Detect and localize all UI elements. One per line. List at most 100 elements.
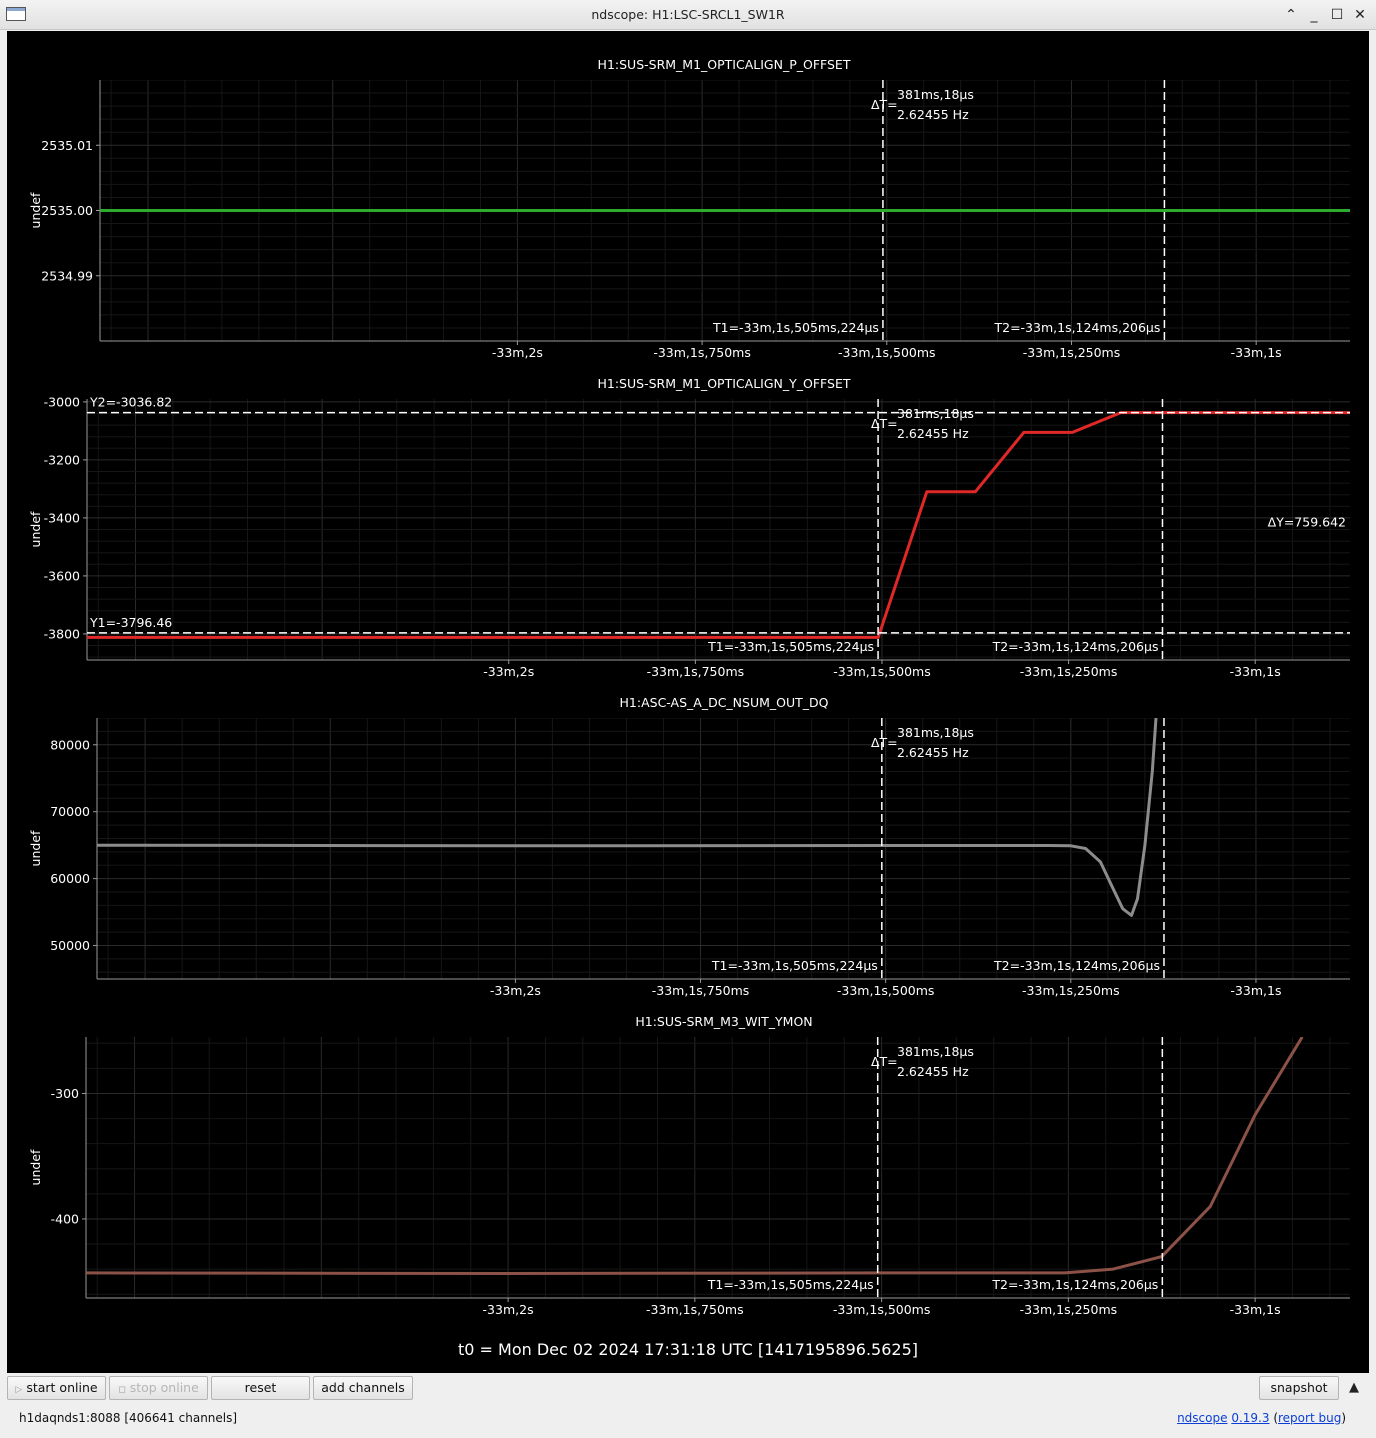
y1-cursor-label: Y1=-3796.46	[89, 615, 172, 630]
y-axis-label: undef	[28, 192, 43, 228]
version-links: ndscope 0.19.3 (report bug)	[1177, 1411, 1346, 1425]
x-tick-label: -33m,1s,250ms	[1022, 983, 1120, 998]
y2-cursor-label: Y2=-3036.82	[89, 395, 172, 410]
t0-label: t0 = Mon Dec 02 2024 17:31:18 UTC [14171…	[458, 1340, 918, 1359]
grid-lines	[86, 1037, 1350, 1298]
y-tick-label: -3400	[44, 510, 80, 525]
add-channels-button[interactable]: add channels	[313, 1376, 413, 1400]
plot-canvas[interactable]	[7, 31, 1369, 1373]
y-axis-label: undef	[28, 1149, 43, 1185]
grid-lines	[97, 718, 1350, 979]
y-tick-label: -3200	[44, 452, 80, 467]
y-tick-label: -3600	[44, 568, 80, 583]
report-bug-link[interactable]: report bug	[1278, 1411, 1342, 1425]
delta-freq-value: 2.62455 Hz	[897, 1064, 969, 1079]
x-tick-label: -33m,1s	[1231, 345, 1282, 360]
y-tick-label: 80000	[50, 737, 90, 752]
plot-area[interactable]: H1:SUS-SRM_M1_OPTICALIGN_P_OFFSETundef25…	[0, 0, 1376, 1340]
y-tick-label: -400	[51, 1211, 79, 1226]
x-tick-label: -33m,1s,250ms	[1020, 1302, 1118, 1317]
t1-cursor-label: T1=-33m,1s,505ms,224µs	[707, 639, 874, 654]
delta-freq-value: 2.62455 Hz	[897, 426, 969, 441]
version-link[interactable]: 0.19.3	[1231, 1411, 1270, 1425]
x-tick-label: -33m,1s,500ms	[833, 1302, 931, 1317]
play-icon: ▷	[15, 1385, 23, 1395]
t2-cursor-label: T2=-33m,1s,124ms,206µs	[993, 320, 1160, 335]
series-line	[86, 1037, 1304, 1275]
delta-t-label: ΔT=	[871, 735, 898, 750]
y-axis-label: undef	[28, 830, 43, 866]
x-tick-label: -33m,1s,750ms	[646, 1302, 744, 1317]
y-tick-label: 70000	[50, 804, 90, 819]
x-tick-label: -33m,1s	[1230, 664, 1281, 679]
stop-online-button[interactable]: ◻ stop online	[109, 1376, 208, 1400]
plot-title: H1:SUS-SRM_M1_OPTICALIGN_P_OFFSET	[598, 57, 851, 72]
maximize-icon[interactable]: ☐	[1330, 7, 1344, 23]
delta-t-value: 381ms,18µs	[897, 1044, 974, 1059]
plot-title: H1:SUS-SRM_M3_WIT_YMON	[635, 1014, 812, 1029]
collapse-up-icon[interactable]: ▲	[1349, 1380, 1359, 1395]
server-status: h1daqnds1:8088 [406641 channels]	[19, 1411, 238, 1425]
y-tick-label: 2535.00	[41, 203, 93, 218]
delta-t-value: 381ms,18µs	[897, 87, 974, 102]
x-tick-label: -33m,1s,500ms	[837, 983, 935, 998]
series-line	[87, 411, 1350, 639]
t2-cursor-label: T2=-33m,1s,124ms,206µs	[991, 1277, 1158, 1292]
reset-button[interactable]: reset	[211, 1376, 310, 1400]
y-tick-label: 2535.01	[41, 138, 93, 153]
x-tick-label: -33m,1s,250ms	[1020, 664, 1118, 679]
start-online-label: start online	[26, 1380, 98, 1395]
y-tick-label: 50000	[50, 938, 90, 953]
delta-t-value: 381ms,18µs	[897, 406, 974, 421]
x-tick-label: -33m,1s,750ms	[652, 983, 750, 998]
series-line	[97, 718, 1158, 917]
delta-t-label: ΔT=	[871, 1054, 898, 1069]
grid-lines	[87, 399, 1350, 660]
x-tick-label: -33m,1s,500ms	[838, 345, 936, 360]
y-axis-label: undef	[28, 511, 43, 547]
delta-y-label: ΔY=759.642	[1268, 515, 1346, 530]
x-tick-label: -33m,1s	[1230, 983, 1281, 998]
close-icon[interactable]: ✕	[1354, 7, 1366, 23]
plot-panel-1[interactable]: H1:SUS-SRM_M1_OPTICALIGN_P_OFFSETundef25…	[28, 57, 1350, 360]
x-tick-label: -33m,1s	[1230, 1302, 1281, 1317]
delta-freq-value: 2.62455 Hz	[897, 107, 969, 122]
x-tick-label: -33m,1s,250ms	[1023, 345, 1121, 360]
delta-t-label: ΔT=	[871, 97, 898, 112]
ndscope-link[interactable]: ndscope	[1177, 1411, 1228, 1425]
x-tick-label: -33m,1s,500ms	[833, 664, 931, 679]
x-tick-label: -33m,2s	[492, 345, 543, 360]
y-tick-label: -300	[51, 1086, 79, 1101]
start-online-button[interactable]: ▷ start online	[7, 1376, 106, 1400]
t1-cursor-label: T1=-33m,1s,505ms,224µs	[707, 1277, 874, 1292]
plot-title: H1:SUS-SRM_M1_OPTICALIGN_Y_OFFSET	[597, 376, 850, 391]
t1-cursor-label: T1=-33m,1s,505ms,224µs	[711, 958, 878, 973]
delta-t-label: ΔT=	[871, 416, 898, 431]
stop-online-label: stop online	[129, 1380, 199, 1395]
delta-freq-value: 2.62455 Hz	[897, 745, 969, 760]
x-tick-label: -33m,1s,750ms	[647, 664, 745, 679]
y-tick-label: -3800	[44, 626, 80, 641]
window-title: ndscope: H1:LSC-SRCL1_SW1R	[591, 7, 785, 22]
x-tick-label: -33m,2s	[483, 664, 534, 679]
y-tick-label: 2534.99	[41, 268, 93, 283]
y-tick-label: 60000	[50, 871, 90, 886]
t1-cursor-label: T1=-33m,1s,505ms,224µs	[712, 320, 879, 335]
plot-panel-2[interactable]: H1:SUS-SRM_M1_OPTICALIGN_Y_OFFSETundef-3…	[28, 376, 1350, 679]
window-titlebar: ndscope: H1:LSC-SRCL1_SW1R ⌃ _ ☐ ✕	[0, 0, 1376, 30]
x-tick-label: -33m,2s	[483, 1302, 534, 1317]
window-icon	[6, 7, 26, 21]
t2-cursor-label: T2=-33m,1s,124ms,206µs	[992, 639, 1159, 654]
plot-title: H1:ASC-AS_A_DC_NSUM_OUT_DQ	[620, 695, 829, 710]
t2-cursor-label: T2=-33m,1s,124ms,206µs	[993, 958, 1160, 973]
x-tick-label: -33m,2s	[490, 983, 541, 998]
restore-up-icon[interactable]: ⌃	[1285, 7, 1297, 23]
stop-icon: ◻	[118, 1385, 126, 1395]
y-tick-label: -3000	[44, 394, 80, 409]
snapshot-button[interactable]: snapshot	[1259, 1376, 1339, 1400]
delta-t-value: 381ms,18µs	[897, 725, 974, 740]
minimize-icon[interactable]: _	[1310, 7, 1318, 23]
x-tick-label: -33m,1s,750ms	[653, 345, 751, 360]
